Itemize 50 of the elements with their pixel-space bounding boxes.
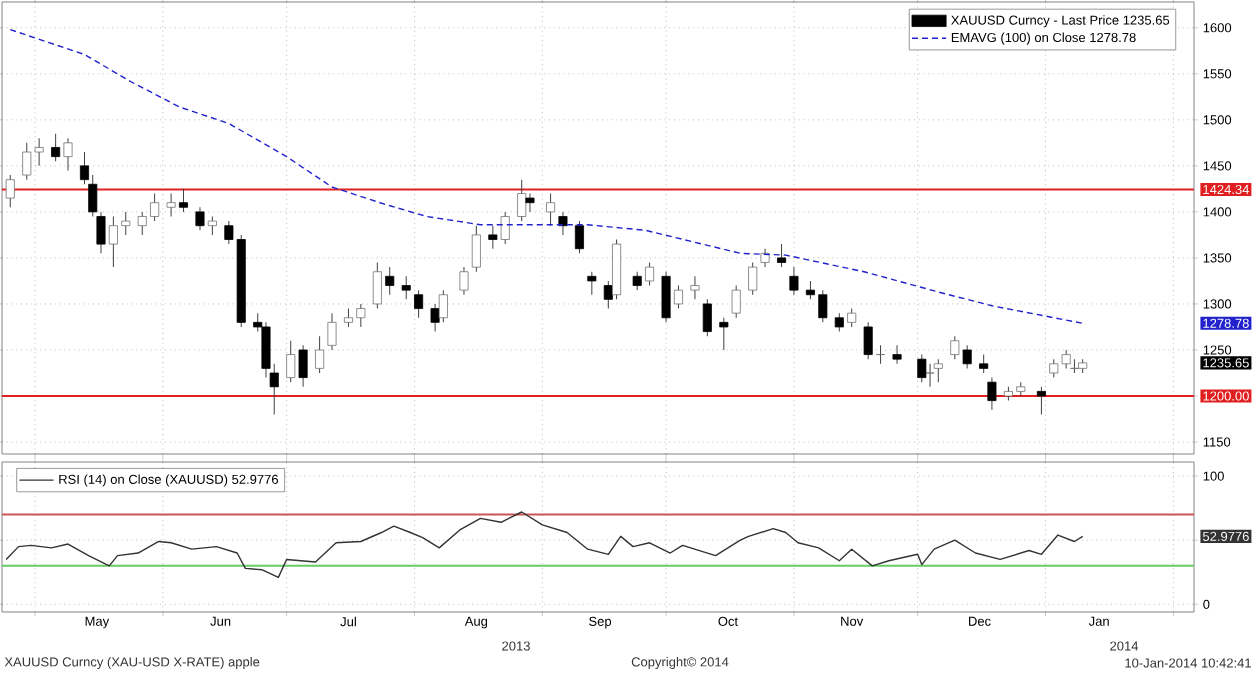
candlestick: [178, 188, 189, 213]
candlestick: [488, 225, 498, 250]
candlestick: [459, 266, 469, 296]
candlestick: [471, 225, 481, 273]
candlestick: [401, 275, 411, 300]
candlestick: [414, 289, 424, 319]
candlestick: [207, 215, 217, 236]
candlestick: [834, 312, 844, 333]
candlestick: [917, 354, 927, 383]
candlestick: [385, 266, 395, 296]
candlestick: [950, 335, 960, 360]
candlestick: [933, 358, 943, 383]
candlestick: [327, 312, 337, 351]
candlestick: [645, 262, 655, 287]
candlestick: [372, 262, 382, 310]
candlestick: [731, 285, 741, 319]
candlestick: [166, 192, 176, 217]
candlestick: [1036, 386, 1046, 415]
candlestick: [5, 174, 15, 208]
candlestick: [847, 308, 857, 328]
candlestick: [315, 335, 325, 374]
candlestick: [863, 321, 873, 360]
candlestick: [892, 344, 902, 365]
candlestick: [777, 243, 787, 268]
candlestick: [789, 266, 799, 296]
candlestick: [574, 220, 584, 254]
candlestick: [987, 377, 997, 411]
candlestick: [925, 363, 935, 388]
candlestick: [760, 248, 770, 268]
line-series: [5, 511, 1084, 579]
candlestick: [979, 354, 989, 374]
candlestick: [632, 271, 642, 291]
candlestick: [517, 179, 527, 222]
candlestick: [748, 262, 758, 296]
candlestick: [51, 133, 61, 162]
candlestick: [702, 298, 712, 337]
candlestick: [298, 344, 308, 388]
candlestick: [286, 340, 296, 383]
candlestick: [661, 271, 671, 323]
candlestick: [195, 206, 205, 231]
candlestick: [558, 211, 568, 236]
candlestick: [500, 211, 510, 245]
candlestick: [587, 271, 597, 296]
candlestick: [690, 275, 700, 300]
candlestick: [546, 192, 556, 227]
candlestick: [673, 285, 683, 310]
candlestick: [962, 344, 972, 369]
candlestick: [719, 317, 729, 351]
candlestick: [525, 192, 535, 213]
candlestick: [63, 137, 73, 171]
